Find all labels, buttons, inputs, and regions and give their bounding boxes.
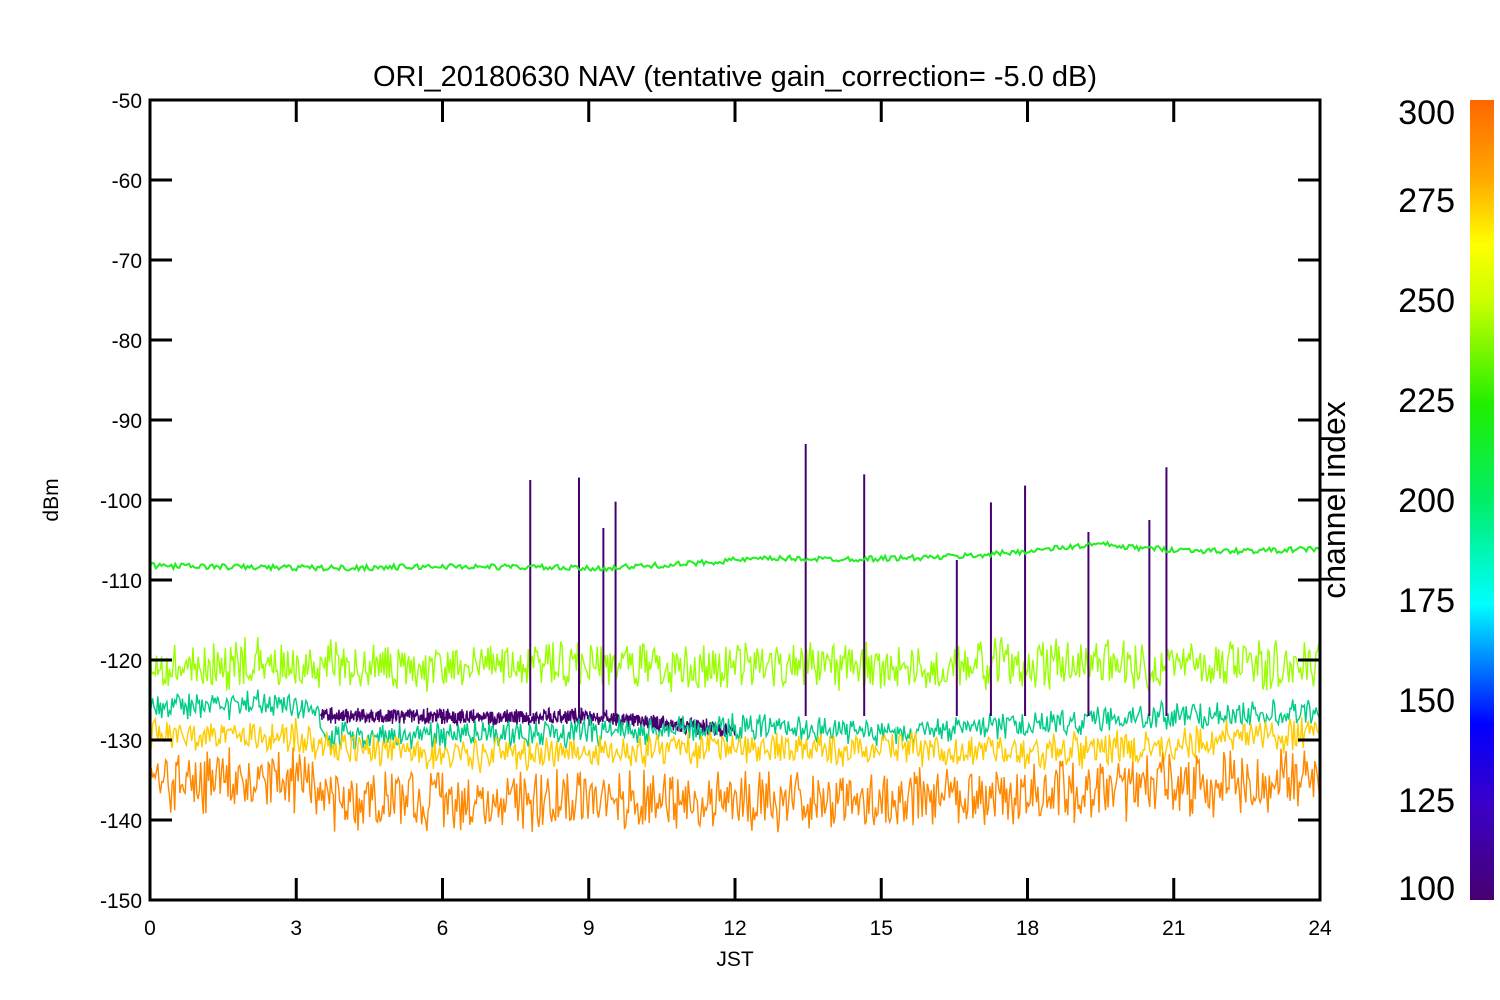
colorbar-tick-label-6: 250 xyxy=(1398,282,1455,320)
series-band-2 xyxy=(319,706,736,738)
x-tick-label-1: 3 xyxy=(290,917,302,940)
colorbar-tick-label-5: 225 xyxy=(1398,382,1455,420)
colorbar-tick-label-2: 150 xyxy=(1398,682,1455,720)
series-line-0 xyxy=(150,540,1320,573)
colorbar-tick-label-8: 300 xyxy=(1398,94,1455,132)
colorbar-label: channel index xyxy=(1316,401,1352,598)
y-tick-label-5: -100 xyxy=(100,490,142,513)
x-tick-label-7: 21 xyxy=(1162,917,1185,940)
series-band-5 xyxy=(150,747,1320,833)
x-tick-label-4: 12 xyxy=(723,917,746,940)
x-tick-label-6: 18 xyxy=(1016,917,1039,940)
y-tick-label-8: -130 xyxy=(100,730,142,753)
y-tick-label-1: -60 xyxy=(112,170,142,193)
y-tick-label-7: -120 xyxy=(100,650,142,673)
colorbar-tick-label-1: 125 xyxy=(1398,782,1455,820)
series-band-3 xyxy=(150,689,1320,751)
chart-title: ORI_20180630 NAV (tentative gain_correct… xyxy=(373,61,1097,93)
x-tick-label-5: 15 xyxy=(870,917,893,940)
colorbar-tick-label-4: 200 xyxy=(1398,482,1455,520)
colorbar-tick-label-3: 175 xyxy=(1398,582,1455,620)
x-tick-label-2: 6 xyxy=(437,917,449,940)
x-tick-label-0: 0 xyxy=(144,917,156,940)
colorbar xyxy=(1470,100,1494,900)
colorbar-ticks: 100 125 150 175 200 225 250 275 300 xyxy=(1398,94,1455,908)
y-tick-label-3: -80 xyxy=(112,330,142,353)
x-tick-label-8: 24 xyxy=(1308,917,1332,940)
y-tick-label-0: -50 xyxy=(112,90,142,113)
y-tick-label-4: -90 xyxy=(112,410,142,433)
y-tick-label-9: -140 xyxy=(100,810,142,833)
x-tick-label-3: 9 xyxy=(583,917,595,940)
y-tick-label-6: -110 xyxy=(102,570,142,593)
y-tick-label-2: -70 xyxy=(112,250,142,273)
x-axis: 0 3 6 9 12 15 18 21 24 xyxy=(144,100,1332,940)
series-band-1 xyxy=(150,636,1320,693)
x-axis-label: JST xyxy=(716,948,754,971)
y-tick-label-10: -150 xyxy=(100,890,142,913)
plot-area xyxy=(150,444,1320,833)
colorbar-tick-label-0: 100 xyxy=(1398,870,1455,908)
colorbar-tick-label-7: 275 xyxy=(1398,182,1455,220)
y-axis: -50 -60 -70 -80 -90 -100 -110 -120 -130 -140 -150 xyxy=(100,90,1320,913)
series-band-4 xyxy=(150,716,1320,774)
y-axis-label: dBm xyxy=(40,478,63,521)
